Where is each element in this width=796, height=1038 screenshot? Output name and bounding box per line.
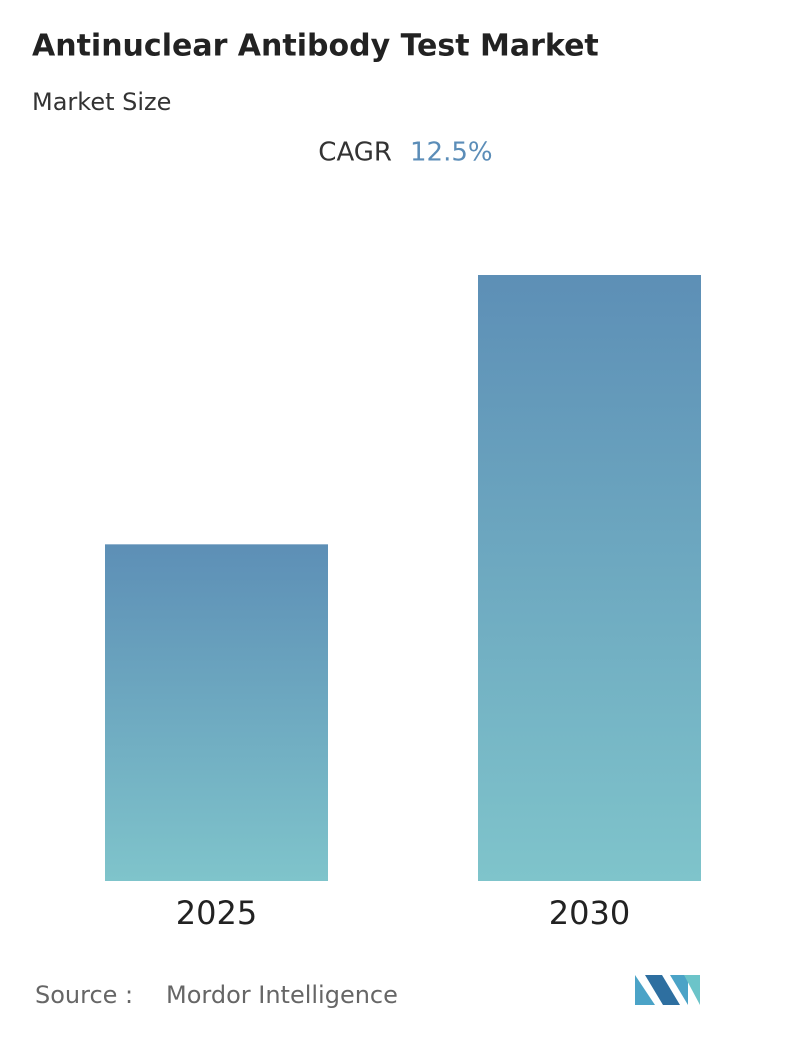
chart-title: Antinuclear Antibody Test Market — [32, 29, 599, 64]
cagr-value: 12.5% — [410, 138, 493, 168]
bar — [105, 544, 328, 881]
chart-subtitle: Market Size — [32, 88, 171, 116]
source: Mordor Intelligence — [166, 981, 398, 1009]
bar — [478, 275, 701, 881]
source-label: Source : — [35, 981, 133, 1009]
logo — [635, 975, 700, 1005]
x-tick-label: 2025 — [176, 894, 257, 932]
x-tick-label: 2030 — [549, 894, 630, 932]
cagr-label: CAGR — [318, 138, 392, 168]
